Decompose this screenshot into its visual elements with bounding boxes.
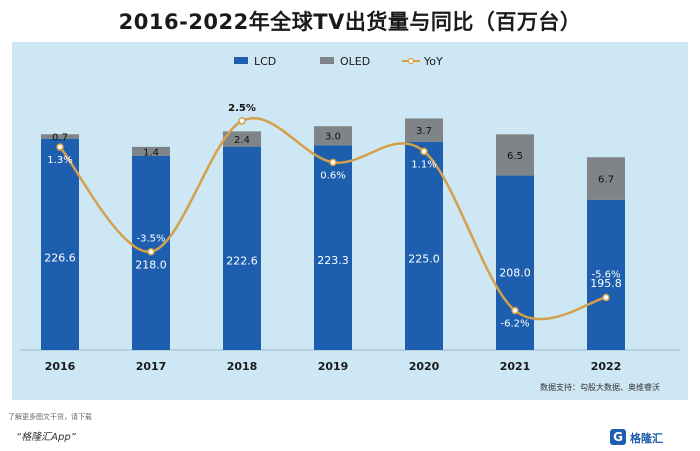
oled-bar-2022 <box>587 157 625 200</box>
legend-label-oled: OLED <box>340 55 370 68</box>
lcd-bar-2019 <box>314 145 352 350</box>
footer-app-name: “格隆汇App” <box>16 432 76 443</box>
yoy-value-label-2017: -3.5% <box>136 234 165 245</box>
brand-logo: G 格隆汇 <box>610 428 690 446</box>
legend-swatch-point-yoy <box>407 57 415 65</box>
lcd-value-label-2017: 218.0 <box>135 258 167 271</box>
lcd-bar-2018 <box>223 146 261 350</box>
yoy-point-2022 <box>602 293 610 302</box>
oled-value-label-2018: 2.4 <box>234 135 250 146</box>
logo-icon: G <box>610 429 626 445</box>
data-source: 数据支持：勾股大数据、奥维睿沃 <box>540 383 660 392</box>
x-tick-label-2018: 2018 <box>227 360 258 373</box>
yoy-value-label-2021: -6.2% <box>500 319 529 330</box>
lcd-value-label-2022: 195.8 <box>590 277 622 290</box>
oled-bar-2021 <box>496 134 534 176</box>
x-tick-label-2020: 2020 <box>409 360 440 373</box>
yoy-point-2018 <box>238 117 246 125</box>
yoy-value-label-2018: 2.5% <box>228 103 256 114</box>
oled-value-label-2016: 0.7 <box>52 132 68 143</box>
oled-value-label-2020: 3.7 <box>416 126 432 137</box>
oled-bar-2020 <box>405 118 443 142</box>
oled-value-label-2017: 1.4 <box>143 147 159 158</box>
x-tick-label-2016: 2016 <box>45 360 76 373</box>
yoy-point-2017 <box>147 247 155 256</box>
footer-note: 了解更多图文干货，请下载 <box>8 413 92 421</box>
logo-text: 格隆汇 <box>630 432 663 445</box>
lcd-bar-2022 <box>587 199 625 350</box>
lcd-value-label-2020: 225.0 <box>408 253 440 266</box>
yoy-value-label-2022: -5.6% <box>591 269 620 280</box>
oled-bar-2018 <box>223 131 261 147</box>
lcd-bar-2016 <box>41 138 79 350</box>
lcd-value-label-2021: 208.0 <box>499 267 531 280</box>
yoy-value-label-2016: 1.3% <box>47 155 72 166</box>
lcd-bar-2021 <box>496 175 534 350</box>
lcd-value-label-2019: 223.3 <box>317 254 349 267</box>
legend-swatch-lcd <box>234 57 248 64</box>
yoy-point-2016 <box>56 143 64 151</box>
x-tick-label-2022: 2022 <box>591 360 622 373</box>
x-tick-label-2017: 2017 <box>136 360 167 373</box>
oled-bar-2017 <box>132 146 170 156</box>
oled-value-label-2022: 6.7 <box>598 175 614 186</box>
yoy-value-label-2019: 0.6% <box>320 170 345 181</box>
legend-label-lcd: LCD <box>254 55 276 68</box>
lcd-bar-2020 <box>405 141 443 350</box>
legend-swatch-oled <box>320 57 334 64</box>
oled-value-label-2021: 6.5 <box>507 151 523 162</box>
x-tick-label-2021: 2021 <box>500 360 531 373</box>
yoy-point-2020 <box>420 147 428 156</box>
lcd-value-label-2016: 226.6 <box>44 251 76 264</box>
legend-label-yoy: YoY <box>423 55 443 68</box>
yoy-point-2019 <box>329 158 337 167</box>
x-tick-label-2019: 2019 <box>318 360 349 373</box>
oled-bar-2019 <box>314 126 352 146</box>
chart-title: 2016-2022年全球TV出货量与同比（百万台） <box>118 10 582 34</box>
oled-bar-2016 <box>41 134 79 139</box>
yoy-point-2021 <box>511 306 519 315</box>
oled-value-label-2019: 3.0 <box>325 132 341 143</box>
lcd-value-label-2018: 222.6 <box>226 255 258 268</box>
yoy-value-label-2020: 1.1% <box>411 159 436 170</box>
